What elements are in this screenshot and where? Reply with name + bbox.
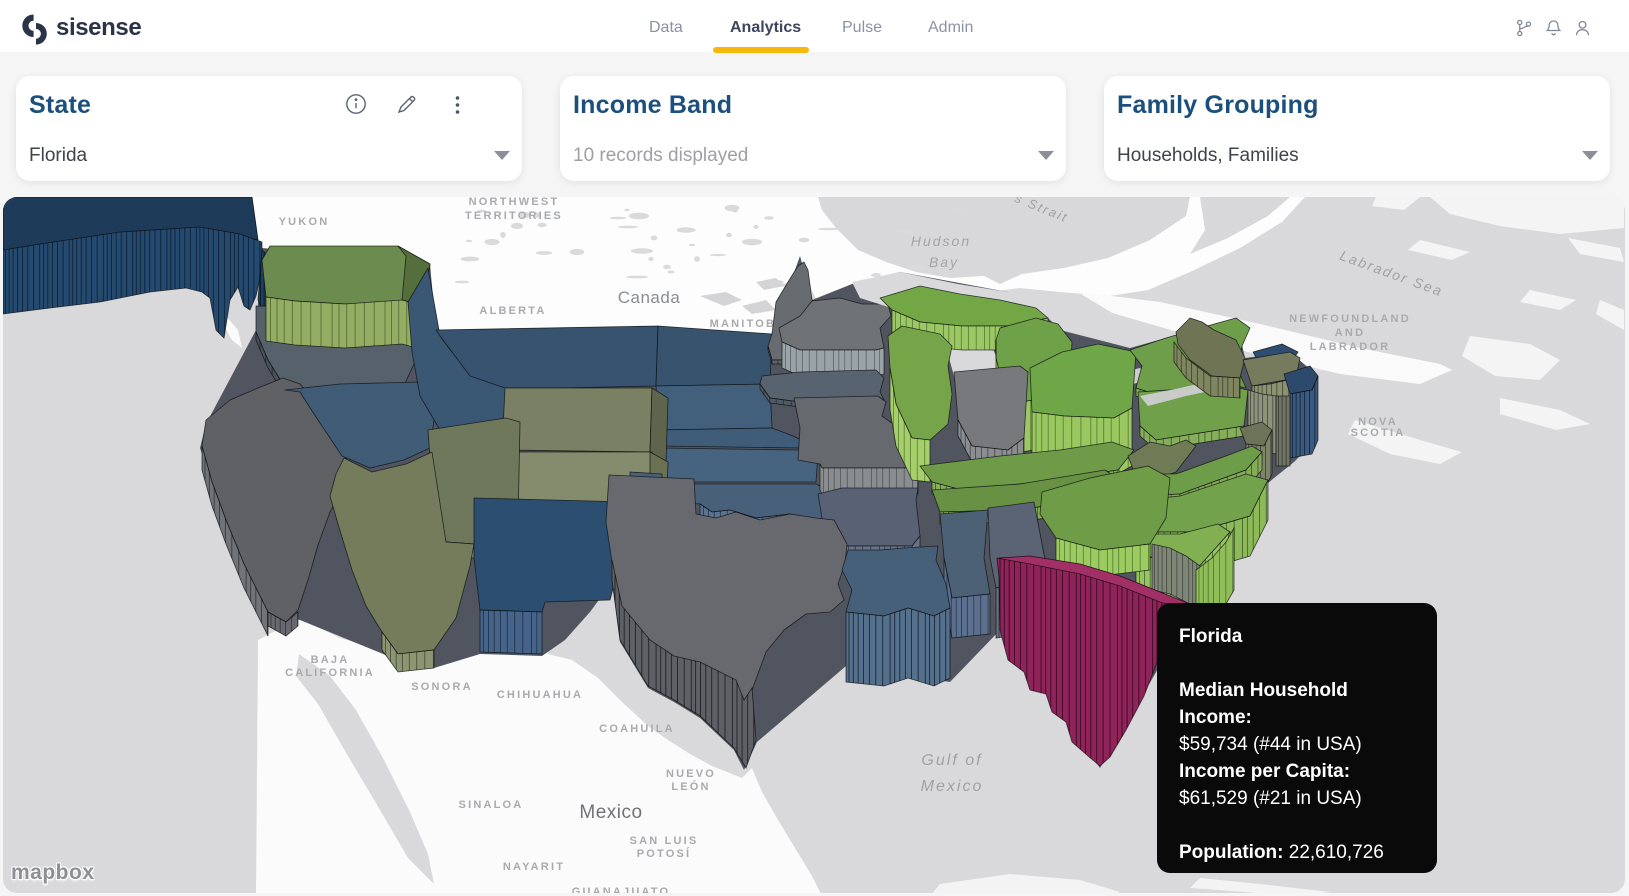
svg-text:SINALOA: SINALOA	[459, 799, 524, 811]
svg-text:mapbox: mapbox	[11, 861, 95, 884]
svg-text:MANITOBA: MANITOBA	[710, 318, 787, 330]
svg-text:NORTHWEST: NORTHWEST	[469, 197, 560, 208]
svg-text:AND: AND	[1335, 327, 1365, 339]
svg-text:Canada: Canada	[618, 288, 681, 307]
svg-text:CALIFORNIA: CALIFORNIA	[285, 667, 375, 679]
svg-text:CHIHUAHUA: CHIHUAHUA	[497, 689, 583, 701]
svg-text:Hudson: Hudson	[911, 233, 971, 249]
svg-text:YUKON: YUKON	[279, 216, 330, 228]
svg-text:Mexico: Mexico	[921, 778, 984, 795]
svg-text:NAYARIT: NAYARIT	[503, 861, 565, 873]
svg-text:NOVA: NOVA	[1358, 416, 1398, 428]
svg-text:SAN LUIS: SAN LUIS	[630, 835, 699, 847]
svg-text:SONORA: SONORA	[411, 681, 472, 693]
svg-text:NEWFOUNDLAND: NEWFOUNDLAND	[1289, 313, 1411, 325]
svg-text:NUEVO: NUEVO	[666, 768, 716, 780]
svg-text:GUANAJUATO: GUANAJUATO	[572, 886, 671, 893]
svg-text:TERRITORIES: TERRITORIES	[465, 210, 563, 222]
svg-text:Bay: Bay	[929, 254, 959, 270]
svg-text:POTOSÍ: POTOSÍ	[637, 847, 692, 860]
svg-text:BAJA: BAJA	[311, 654, 350, 666]
svg-text:LEÓN: LEÓN	[671, 780, 710, 793]
svg-text:LABRADOR: LABRADOR	[1310, 341, 1391, 353]
svg-text:Gulf of: Gulf of	[921, 752, 982, 769]
svg-text:COAHUILA: COAHUILA	[599, 723, 675, 735]
svg-text:Mexico: Mexico	[579, 802, 642, 823]
svg-text:SCOTIA: SCOTIA	[1351, 427, 1406, 439]
svg-text:ALBERTA: ALBERTA	[479, 305, 546, 317]
